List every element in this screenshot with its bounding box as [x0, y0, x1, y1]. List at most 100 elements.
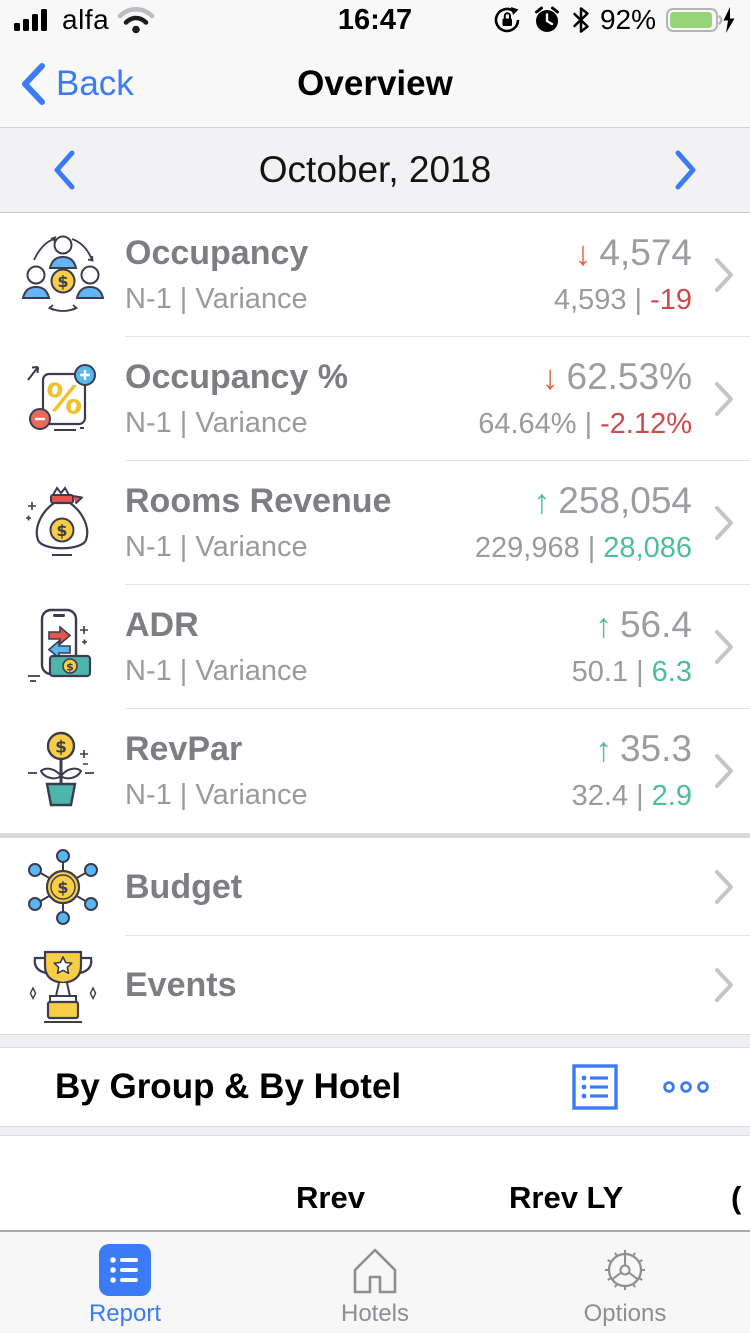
gear-icon	[597, 1242, 653, 1298]
metric-value: 62.53%	[566, 355, 693, 397]
back-chevron-icon	[20, 62, 46, 106]
money-plant-icon: $	[0, 728, 125, 814]
metric-row-revpar[interactable]: $ RevPar N-1 | Variance ↑ 35.3 32.4	[0, 709, 750, 833]
metric-value: 56.4	[619, 603, 692, 645]
metric-row-adr[interactable]: $ ADR N-1 | Variance ↑ 56.4 50.1 | 6.3	[0, 585, 750, 709]
metric-previous-value: 64.64%	[478, 407, 577, 440]
chevron-right-icon	[706, 381, 734, 417]
trend-down-icon: ↓	[574, 234, 592, 273]
svg-text:$: $	[66, 661, 74, 674]
clock-time: 16:47	[337, 3, 413, 36]
metric-variance: 2.9	[651, 779, 692, 812]
chevron-right-icon	[706, 505, 734, 541]
chevron-right-icon	[706, 753, 734, 789]
tab-options[interactable]: Options	[500, 1232, 750, 1333]
metric-variance: -19	[650, 283, 692, 316]
events-label: Events	[125, 965, 237, 1004]
separator: |	[634, 283, 643, 316]
money-bag-icon: $	[0, 480, 125, 566]
metric-subtitle: N-1 | Variance	[125, 779, 308, 811]
chevron-right-icon	[706, 869, 734, 905]
budget-network-icon: $	[0, 846, 125, 928]
metric-value: 4,574	[599, 231, 692, 273]
metric-subtitle: N-1 | Variance	[125, 283, 308, 315]
report-list-icon	[98, 1242, 152, 1298]
metric-title: RevPar	[125, 730, 243, 768]
table-header-rrev: Rrev	[296, 1180, 365, 1215]
section-title: By Group & By Hotel	[55, 1067, 402, 1106]
metric-previous-value: 229,968	[474, 531, 580, 564]
battery-percent-label: 92%	[599, 4, 656, 35]
alarm-icon	[532, 5, 562, 35]
separator: |	[587, 531, 596, 564]
svg-text:$: $	[57, 272, 68, 291]
metric-title: Occupancy	[125, 234, 309, 272]
battery-icon	[666, 6, 736, 34]
occupancy-percent-icon: %	[0, 356, 125, 442]
chevron-right-icon	[706, 629, 734, 665]
section-gap	[0, 1034, 750, 1048]
tab-options-label: Options	[583, 1300, 667, 1327]
rotation-lock-icon	[492, 5, 522, 35]
metric-previous-value: 32.4	[571, 779, 629, 812]
table-header-rrev-ly: Rrev LY	[509, 1180, 624, 1215]
back-button[interactable]: Back	[20, 62, 134, 106]
metric-title: ADR	[125, 606, 199, 644]
tab-report[interactable]: Report	[0, 1232, 250, 1333]
bluetooth-icon	[572, 6, 590, 34]
metric-previous-value: 4,593	[553, 283, 627, 316]
tab-report-label: Report	[88, 1300, 162, 1327]
budget-label: Budget	[125, 867, 243, 906]
trend-up-icon: ↑	[594, 606, 612, 645]
svg-text:$: $	[57, 878, 68, 897]
more-options-button[interactable]	[662, 1080, 710, 1094]
metric-variance: 6.3	[651, 655, 692, 688]
events-row[interactable]: Events	[0, 936, 750, 1034]
wifi-icon	[117, 6, 155, 34]
tab-hotels-label: Hotels	[340, 1300, 410, 1327]
metric-value: 35.3	[619, 727, 692, 769]
trophy-icon	[0, 944, 125, 1026]
metric-variance: 28,086	[603, 531, 692, 564]
trend-down-icon: ↓	[541, 358, 559, 397]
metric-variance: -2.12%	[600, 407, 692, 440]
tab-hotels[interactable]: Hotels	[250, 1232, 500, 1333]
metric-title: Rooms Revenue	[125, 482, 392, 520]
phone-money-transfer-icon: $	[0, 604, 125, 690]
section-gap	[0, 1126, 750, 1136]
cell-signal-icon	[14, 8, 54, 32]
metric-previous-value: 50.1	[571, 655, 629, 688]
current-month-label: October, 2018	[258, 149, 492, 190]
trend-up-icon: ↑	[594, 730, 612, 769]
carrier-label: alfa	[62, 4, 110, 35]
occupancy-people-icon: $	[0, 232, 125, 318]
group-hotel-section-header: By Group & By Hotel	[0, 1048, 750, 1126]
separator: |	[636, 779, 644, 812]
back-label: Back	[56, 63, 134, 103]
trend-up-icon: ↑	[533, 482, 551, 521]
tab-bar: Report Hotels Options	[0, 1231, 750, 1333]
table-header-clipped: (	[731, 1180, 742, 1215]
section-divider	[0, 833, 750, 838]
svg-text:$: $	[56, 521, 67, 540]
metric-subtitle: N-1 | Variance	[125, 655, 308, 687]
metric-title: Occupancy %	[125, 358, 348, 396]
previous-month-button[interactable]	[52, 149, 76, 191]
chevron-right-icon	[706, 967, 734, 1003]
budget-row[interactable]: $ Budget	[0, 838, 750, 936]
nav-bar: Back Overview	[0, 40, 750, 128]
separator: |	[584, 407, 593, 440]
separator: |	[636, 655, 644, 688]
metrics-list: $ Occupancy N-1 | Variance ↓ 4,574 4,593 |…	[0, 213, 750, 833]
date-selector: October, 2018	[0, 128, 750, 213]
next-month-button[interactable]	[674, 149, 698, 191]
metric-subtitle: N-1 | Variance	[125, 407, 308, 439]
group-hotel-table: Rrev Rrev LY (	[0, 1136, 750, 1231]
metric-row-occupancy-percent[interactable]: % Occupancy % N-1 | Variance ↓ 62.53% 64.…	[0, 337, 750, 461]
metric-row-rooms-revenue[interactable]: $ Rooms Revenue N-1 | Variance ↑ 258,054 …	[0, 461, 750, 585]
metric-row-occupancy[interactable]: $ Occupancy N-1 | Variance ↓ 4,574 4,593 |…	[0, 213, 750, 337]
metric-value: 258,054	[558, 479, 692, 521]
metric-subtitle: N-1 | Variance	[125, 531, 308, 563]
list-view-button[interactable]	[572, 1064, 618, 1110]
